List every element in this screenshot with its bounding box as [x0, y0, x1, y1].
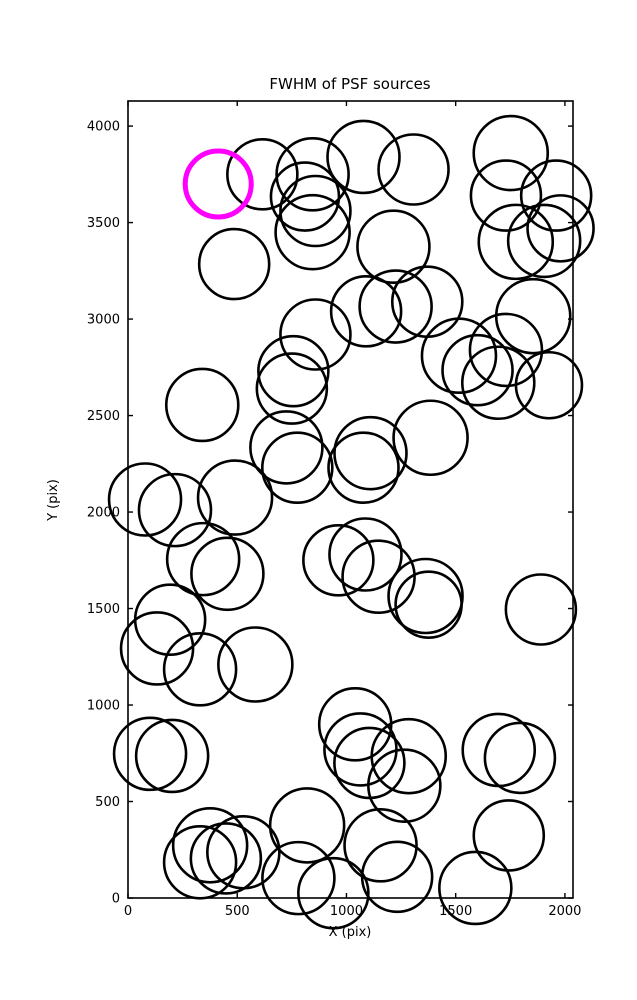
psf-circle — [112, 716, 188, 792]
psf-circle — [483, 721, 557, 795]
highlighted-psf-circle — [182, 148, 254, 220]
psf-circle — [504, 573, 578, 646]
psf-circle — [217, 626, 294, 703]
psf-circle — [477, 203, 555, 281]
psf-circle — [171, 807, 249, 884]
psf-circle — [506, 203, 582, 279]
psf-circle — [279, 174, 352, 248]
psf-circle — [249, 410, 324, 485]
psf-circle — [356, 209, 431, 284]
axis-ticks-layer: 0 500 1000 1500 2000 0 500 1000 1500 2000 2500 3000… — [87, 101, 581, 919]
psf-circle — [268, 787, 346, 864]
psf-circle — [472, 114, 550, 192]
psf-circle — [261, 431, 334, 504]
y-tick-label: 1500 — [87, 602, 120, 617]
psf-circle — [343, 808, 418, 883]
x-tick-label: 500 — [225, 904, 250, 919]
psf-circle — [189, 822, 263, 895]
psf-circle — [137, 472, 213, 548]
psf-circle — [519, 159, 593, 232]
psf-circle — [328, 517, 403, 592]
psf-circle — [377, 133, 450, 206]
psf-circle — [333, 415, 408, 491]
psf-circle — [526, 194, 595, 263]
y-tick-label: 1000 — [87, 699, 120, 714]
psf-circle — [196, 459, 274, 536]
psf-circle — [358, 269, 433, 344]
y-tick-label: 4000 — [87, 120, 120, 135]
x-axis-label: X (pix) — [329, 925, 372, 940]
chart-title: FWHM of PSF sources — [269, 75, 430, 93]
psf-circle — [119, 611, 195, 686]
psf-circle — [360, 840, 434, 914]
psf-circle — [514, 350, 584, 420]
psf-circle — [472, 799, 546, 872]
psf-circle — [387, 557, 464, 635]
psf-circle — [226, 138, 299, 211]
psf-circle — [329, 275, 403, 348]
psf-circle — [394, 570, 463, 639]
x-tick-label: 1500 — [439, 904, 472, 919]
psf-circle — [370, 717, 448, 795]
psf-circle — [392, 399, 469, 477]
psf-circle — [420, 317, 498, 395]
psf-circle — [441, 333, 514, 407]
x-tick-label: 0 — [124, 904, 132, 919]
psf-circle — [133, 583, 207, 657]
y-tick-label: 2500 — [87, 409, 120, 424]
psf-circle — [134, 718, 210, 794]
y-axis-label: Y (pix) — [46, 479, 61, 522]
y-tick-label: 3000 — [87, 313, 120, 328]
psf-circle — [197, 227, 271, 301]
y-tick-label: 500 — [95, 795, 120, 810]
psf-circle — [190, 536, 265, 612]
psf-circle — [165, 521, 241, 597]
x-tick-label: 2000 — [548, 904, 581, 919]
psf-circle — [274, 193, 351, 271]
psf-markers-layer — [107, 114, 595, 930]
psf-circle — [327, 431, 400, 504]
x-tick-label: 1000 — [330, 904, 363, 919]
psf-circle — [275, 137, 350, 212]
psf-circle — [469, 159, 543, 232]
psf-circle — [162, 632, 238, 707]
psf-circle — [460, 345, 536, 421]
psf-circle — [164, 367, 240, 443]
y-tick-label: 0 — [112, 892, 120, 907]
psf-circle — [367, 748, 442, 823]
psf-circle — [269, 161, 341, 232]
psf-circle — [279, 298, 352, 371]
psf-circle — [297, 856, 370, 930]
psf-circle — [261, 840, 336, 916]
psf-circle — [341, 539, 416, 614]
psf-circle — [257, 334, 330, 408]
psf-circle — [107, 462, 183, 537]
psf-circle — [302, 523, 375, 597]
psf-circle — [255, 352, 329, 425]
psf-circle — [326, 119, 401, 195]
y-tick-label: 3500 — [87, 216, 120, 231]
psf-circle — [438, 850, 513, 926]
psf-circle — [468, 312, 544, 388]
axes-frame — [127, 100, 574, 899]
y-tick-label: 2000 — [87, 506, 120, 521]
